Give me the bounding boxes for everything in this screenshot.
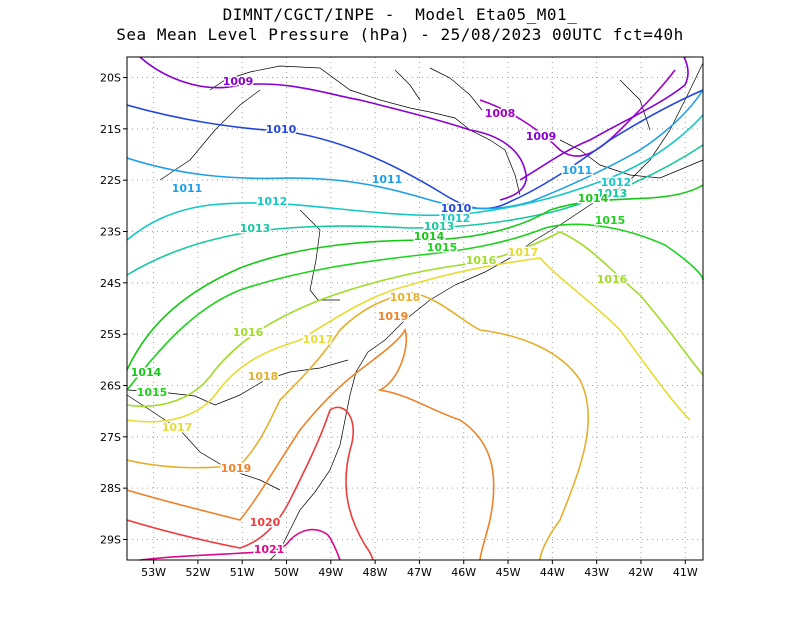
tick-label-lon: 41W — [673, 566, 698, 579]
isobar-label-1013: 1013 — [597, 187, 628, 200]
isobar-labels: 1009 1008 1009 1010 1010 1011 1011 1011 1012 1012… — [129, 74, 633, 558]
tick-label-lon: 48W — [363, 566, 388, 579]
isobar-label-1021: 1021 — [254, 543, 285, 556]
isobar-label-1009: 1009 — [223, 75, 254, 88]
tick-label-lat: 28S — [100, 482, 121, 495]
coastline-segment-4 — [209, 65, 431, 113]
tick-label-lat: 27S — [100, 431, 121, 444]
isobar-label-1015: 1015 — [595, 214, 626, 227]
isobar-label-1019: 1019 — [378, 310, 409, 323]
axis-ticks: 53W 52W 51W 50W 49W 48W 47W 46W 45W 44W 43W 42W 41W 2… — [100, 72, 698, 579]
map-frame — [126, 56, 704, 561]
tick-label-lat: 20S — [100, 72, 121, 85]
isobar-1012 — [126, 114, 704, 241]
isobar-1008 — [479, 69, 676, 157]
tick-label-lat: 29S — [100, 533, 121, 546]
isobar-label-1017: 1017 — [303, 333, 334, 346]
coastline-segment-6 — [429, 111, 521, 196]
tick-label-lon: 51W — [230, 566, 255, 579]
tick-label-lat: 24S — [100, 277, 121, 290]
isobar-1013 — [126, 144, 704, 276]
isobar-label-1018: 1018 — [390, 291, 421, 304]
isobar-label-1017: 1017 — [162, 421, 193, 434]
isobar-label-1020: 1020 — [250, 516, 281, 529]
isobar-1010 — [126, 89, 704, 210]
tick-label-lat: 26S — [100, 379, 121, 392]
tick-label-lon: 52W — [185, 566, 210, 579]
tick-label-lon: 43W — [584, 566, 609, 579]
isobar-1009 — [139, 56, 527, 201]
isobar-label-1011: 1011 — [372, 173, 403, 186]
coastline-segment-7 — [429, 67, 483, 111]
isobar-label-1013: 1013 — [424, 220, 455, 233]
coastline-segment-0 — [269, 62, 704, 561]
isobar-label-1018: 1018 — [248, 370, 279, 383]
tick-label-lon: 44W — [540, 566, 565, 579]
tick-label-lat: 21S — [100, 123, 121, 136]
isobar-label-1010: 1010 — [266, 123, 297, 136]
isobar-label-1016: 1016 — [466, 254, 497, 267]
tick-label-lon: 53W — [141, 566, 166, 579]
isobar-label-1016: 1016 — [597, 273, 628, 286]
tick-label-lon: 50W — [274, 566, 299, 579]
coastline-borders — [126, 62, 704, 561]
map-title-line2: Sea Mean Level Pressure (hPa) - 25/08/20… — [116, 25, 684, 44]
isobar-1011 — [126, 89, 704, 210]
map-title-line1: DIMNT/CGCT/INPE - Model Eta05_M01_ — [222, 5, 578, 24]
isobar-label-1010: 1010 — [441, 202, 472, 215]
isobar-1017 — [126, 257, 691, 423]
isobar-label-1019: 1019 — [221, 462, 252, 475]
coastline-segment-10 — [559, 139, 704, 179]
isobar-label-1013: 1013 — [240, 222, 271, 235]
isobar-1015 — [126, 223, 704, 391]
isobar-label-1015: 1015 — [427, 241, 458, 254]
tick-label-lon: 42W — [629, 566, 654, 579]
isobar-label-1012: 1012 — [440, 212, 471, 225]
tick-label-lon: 47W — [407, 566, 432, 579]
isobar-label-1008: 1008 — [485, 107, 516, 120]
isobar-1019 — [126, 327, 495, 561]
tick-label-lat: 22S — [100, 174, 121, 187]
tick-label-lon: 45W — [496, 566, 521, 579]
tick-label-lat: 25S — [100, 328, 121, 341]
isobar-label-1014: 1014 — [578, 192, 609, 205]
isobar-label-1009: 1009 — [526, 130, 557, 143]
isobar-1014 — [126, 184, 704, 371]
isobar-1020 — [126, 406, 374, 561]
isobar-label-1014: 1014 — [131, 366, 162, 379]
isobar-1018 — [126, 291, 590, 561]
isobar-label-1011: 1011 — [562, 164, 593, 177]
isobar-label-1017: 1017 — [508, 246, 539, 259]
isobar-1016 — [126, 231, 704, 408]
coastline-segment-5 — [159, 89, 261, 181]
tick-label-lon: 49W — [318, 566, 343, 579]
coastline-segment-3 — [299, 209, 340, 301]
isobar-label-1014: 1014 — [414, 230, 445, 243]
isobar-label-1012: 1012 — [257, 195, 288, 208]
isobar-label-1016: 1016 — [233, 326, 264, 339]
isobar-label-1015: 1015 — [137, 386, 168, 399]
coastline-segment-9 — [619, 79, 651, 131]
isobar-label-1012: 1012 — [601, 176, 632, 189]
isobar-label-1011: 1011 — [172, 182, 203, 195]
tick-label-lat: 23S — [100, 226, 121, 239]
coastline-segment-2 — [126, 394, 281, 491]
isobar-1009 — [519, 56, 689, 181]
tick-label-lon: 46W — [451, 566, 476, 579]
coastline-segment-8 — [394, 69, 421, 101]
isobar-1021 — [139, 528, 341, 561]
isobar-lines — [126, 56, 704, 561]
